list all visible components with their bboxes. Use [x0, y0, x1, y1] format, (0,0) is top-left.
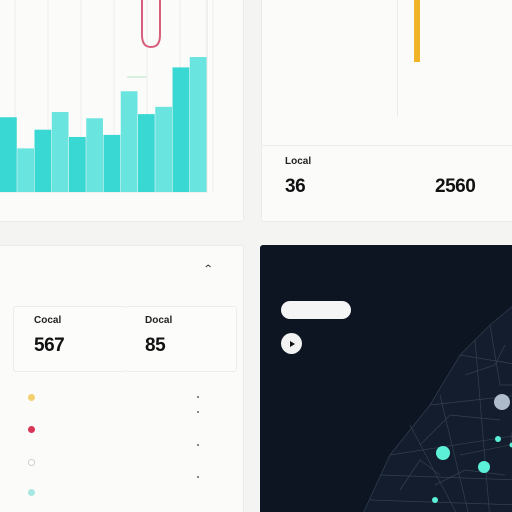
legend-dot [28, 489, 35, 496]
local-value: 36 [285, 176, 306, 197]
stat-box-1: Cocal 567 [13, 306, 126, 372]
stats-card: Local 36 2560 [261, 0, 512, 222]
bar[interactable] [155, 106, 172, 192]
bar-chart [0, 0, 214, 193]
accent-bar [414, 0, 420, 62]
bar[interactable] [120, 91, 138, 192]
bar[interactable] [172, 67, 190, 192]
divider [262, 145, 512, 146]
chevron-up-icon[interactable]: ⌃ [202, 264, 214, 275]
map-marker [432, 497, 438, 503]
bar[interactable] [34, 129, 52, 192]
map-marker [509, 442, 512, 448]
stat-box-2: Docal 85 [125, 306, 237, 372]
legend-item [28, 394, 40, 401]
map-marker [478, 461, 490, 473]
map-filter-button[interactable] [281, 301, 351, 319]
region-border [464, 344, 506, 376]
map-marker [494, 394, 510, 410]
legend-item [28, 459, 40, 466]
hook-icon [141, 0, 161, 49]
bar[interactable] [17, 148, 34, 192]
box2-label: Docal [145, 315, 173, 326]
bar[interactable] [51, 112, 69, 192]
divider [397, 0, 398, 117]
bar[interactable] [69, 136, 86, 192]
region-border [459, 354, 512, 365]
box2-value: 85 [145, 335, 166, 356]
region-border [399, 459, 441, 491]
box1-label: Cocal [34, 315, 62, 326]
legend-dot [28, 394, 35, 401]
box1-value: 567 [34, 335, 65, 356]
row-dot [197, 411, 199, 413]
region-border [369, 499, 512, 506]
right-value: 2560 [435, 176, 476, 197]
local-label: Local [285, 156, 312, 167]
bar-chart-card [0, 0, 244, 222]
bar[interactable] [138, 114, 155, 192]
region-border [439, 394, 469, 512]
legend-dot [28, 426, 35, 433]
map-card [260, 245, 512, 512]
play-button[interactable] [281, 333, 302, 354]
region-border [434, 469, 506, 486]
legend-dot [28, 459, 35, 466]
bar[interactable] [103, 134, 121, 192]
row-dot [197, 396, 199, 398]
region-border [409, 424, 457, 512]
region-map[interactable] [260, 245, 512, 512]
region-border [474, 339, 490, 512]
land-region [363, 306, 512, 512]
play-icon [289, 340, 295, 347]
region-border [489, 324, 512, 386]
map-marker [495, 436, 501, 442]
bar[interactable] [86, 118, 103, 192]
row-dot [197, 476, 199, 478]
bar[interactable] [0, 117, 17, 192]
summary-card: ⌃ Cocal 567 Docal 85 [0, 245, 244, 512]
bar[interactable] [189, 57, 207, 192]
legend-item [28, 489, 40, 496]
legend-item [28, 426, 40, 433]
row-dot [197, 444, 199, 446]
region-border [419, 414, 501, 446]
map-marker [436, 446, 450, 460]
